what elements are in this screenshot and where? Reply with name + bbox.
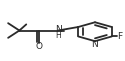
Text: F: F [118, 32, 123, 41]
Text: H: H [55, 31, 61, 41]
Text: N: N [92, 40, 98, 49]
Text: N: N [55, 25, 62, 34]
Text: O: O [36, 42, 43, 51]
